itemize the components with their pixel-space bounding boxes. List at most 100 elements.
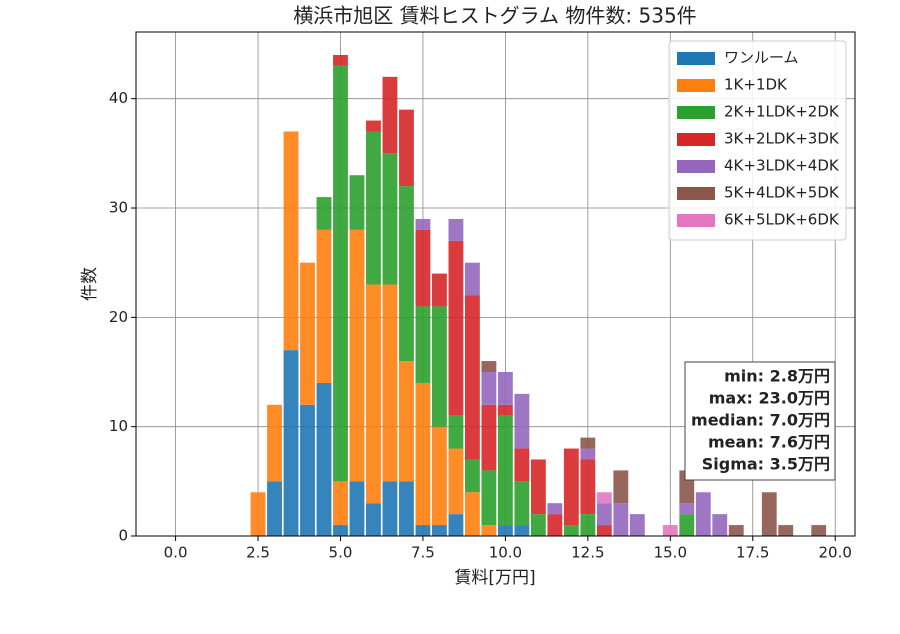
bar [679,503,695,515]
bar [382,481,398,536]
bar [415,306,431,383]
bar [596,492,612,504]
bar [415,218,431,230]
bar [662,525,678,536]
bar [448,240,464,416]
bar [382,284,398,482]
bar [514,393,530,449]
plot-frame [135,31,856,537]
bar [580,514,596,536]
bar [596,525,612,536]
bar [481,525,497,536]
y-tick-label: 10 [109,417,128,435]
annotation-text: max: 23.0万円 [709,389,830,408]
bar [629,514,645,536]
bar [497,415,513,526]
legend-label: 6K+5LDK+6DK [724,211,840,229]
bar [481,361,497,373]
bar [514,525,530,536]
legend-label: 1K+1DK [724,76,788,94]
annotation-box [684,361,836,481]
bar [811,525,827,536]
bar [333,481,348,526]
x-tick-label: 2.5 [246,544,270,562]
bar [316,229,332,383]
bar [481,372,497,405]
bar [283,350,299,536]
legend-swatch [677,79,715,92]
bar [563,448,579,526]
legend-label: 5K+4LDK+5DK [724,184,840,202]
legend-label: 4K+3LDK+4DK [724,157,840,175]
bar [547,503,563,515]
bar [497,525,513,536]
bar [448,514,464,536]
bar [333,54,348,66]
x-tick-label: 10.0 [489,544,522,562]
x-tick-label: 15.0 [654,544,687,562]
bar [778,525,794,536]
bar [514,448,530,482]
bar [366,503,381,536]
legend-label: 2K+1LDK+2DK [724,103,840,121]
bar [448,218,464,241]
y-axis-label: 件数 [80,267,100,301]
annotation-text: Sigma: 3.5万円 [702,455,830,474]
bar [432,525,447,536]
x-axis-label: 賃料[万円] [454,568,535,588]
x-tick-label: 7.5 [411,544,435,562]
bar [300,262,315,405]
bar [679,514,695,536]
y-tick-label: 40 [109,89,128,107]
bar [580,459,596,515]
x-tick-label: 17.5 [736,544,769,562]
bar [366,284,381,504]
bar [349,229,365,482]
bar [448,415,464,449]
bar [415,229,431,307]
bar [530,514,546,536]
bar [613,503,629,536]
bar [316,382,332,536]
bar [382,153,398,285]
annotation-text: min: 2.8万円 [724,367,830,386]
bar [728,525,744,536]
bar [399,361,414,482]
bar [464,295,480,460]
annotation-text: mean: 7.6万円 [708,433,830,452]
bar [695,492,711,536]
bar [432,426,447,526]
legend-swatch [677,187,715,200]
bar [267,404,282,482]
bar [497,404,513,416]
y-tick-label: 30 [109,199,128,217]
x-tick-label: 20.0 [819,544,852,562]
legend-swatch [677,214,715,227]
bar [300,404,315,536]
bar [712,514,728,536]
legend-label: ワンルーム [724,49,799,67]
bar [464,262,480,296]
bar [349,481,365,536]
legend-label: 3K+2LDK+3DK [724,130,840,148]
bar [432,306,447,427]
bar [283,131,299,351]
x-tick-label: 0.0 [164,544,188,562]
annotation-text: median: 7.0万円 [691,411,830,430]
bar [366,120,381,132]
legend-swatch [677,160,715,173]
bar [464,459,480,493]
x-tick-label: 12.5 [571,544,604,562]
bar [580,437,596,449]
bar [316,197,332,230]
bar [250,492,266,536]
x-tick-label: 5.0 [329,544,353,562]
bar [580,448,596,460]
bar [481,404,497,471]
bar [448,448,464,515]
y-tick-label: 0 [118,527,128,545]
bar [497,372,513,405]
bar [415,382,431,526]
y-tick-label: 20 [109,308,128,326]
chart-title: 横浜市旭区 賃料ヒストグラム 物件数: 535件 [293,4,696,28]
